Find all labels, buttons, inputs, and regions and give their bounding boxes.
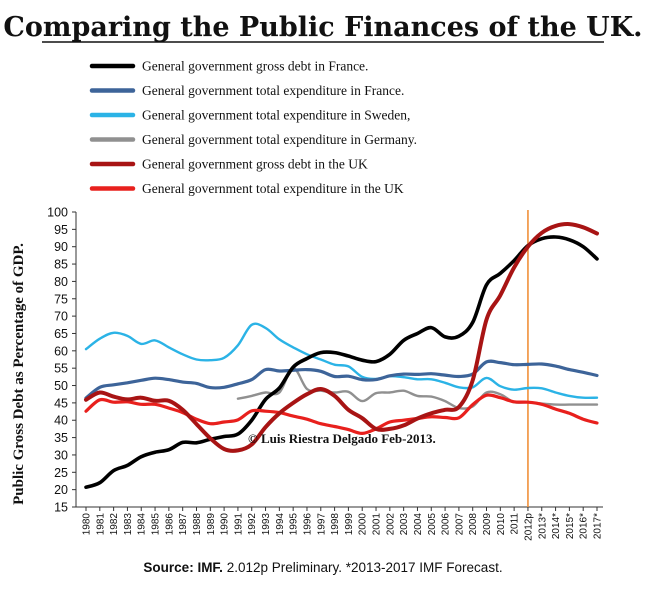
x-tick-label: 2006 [441, 513, 452, 536]
y-tick-label: 20 [54, 483, 68, 497]
x-tick-label: 1981 [95, 513, 106, 536]
x-tick-label: 1984 [137, 513, 148, 536]
y-tick-label: 100 [47, 206, 68, 220]
y-tick-label: 55 [54, 362, 68, 376]
x-tick-label: 2013* [537, 513, 548, 539]
x-tick-label: 2004 [413, 513, 424, 536]
legend: General government gross debt in France.… [89, 59, 417, 196]
x-tick-label: 2001 [372, 513, 383, 536]
x-tick-label: 1995 [289, 513, 300, 536]
series-line-6 [84, 393, 599, 435]
source-org: IMF. [197, 560, 223, 575]
y-axis-label: Public Gross Debt as Percentage of GDP. [11, 243, 27, 505]
x-tick-label: 1989 [206, 513, 217, 536]
x-tick-label: 2003 [399, 513, 410, 536]
y-tick-label: 15 [54, 501, 68, 515]
x-tick-label: 1994 [275, 513, 286, 536]
x-tick-label: 2005 [427, 513, 438, 536]
y-tick-label: 90 [54, 240, 68, 254]
y-tick-label: 80 [54, 275, 68, 289]
x-tick-label: 2007 [454, 513, 465, 536]
y-tick-label: 95 [54, 223, 68, 237]
y-tick-label: 45 [54, 396, 68, 410]
y-tick-label: 50 [54, 379, 68, 393]
x-tick-label: 1983 [123, 513, 134, 536]
legend-label-6: General government total expenditure in … [142, 181, 404, 196]
source-label: Source: [143, 560, 197, 575]
x-tick-label: 1988 [192, 513, 203, 536]
y-tick-label: 65 [54, 327, 68, 341]
legend-label-1: General government gross debt in France. [142, 59, 368, 74]
series-line-5 [84, 222, 599, 453]
y-tick-label: 70 [54, 310, 68, 324]
x-tick-label: 1991 [233, 513, 244, 536]
x-tick-label: 2011 [510, 513, 521, 535]
x-tick-label: 1997 [316, 513, 327, 536]
x-tick-label: 2009 [482, 513, 493, 536]
plot-area: 15 20 25 30 35 40 45 50 55 60 65 70 75 80 85 90 95 100 198… [47, 206, 603, 541]
series-line-1 [84, 235, 599, 489]
x-tick-label: 1980 [82, 513, 93, 536]
x-tick-label: 2014* [551, 513, 562, 539]
x-tick-label: 2012p [523, 513, 534, 541]
y-tick-label: 40 [54, 414, 68, 428]
x-tick-label: 1992 [247, 513, 258, 536]
legend-label-3: General government total expenditure in … [142, 108, 410, 123]
x-tick-label: 1993 [261, 513, 272, 536]
legend-label-5: General government gross debt in the UK [142, 157, 368, 172]
x-tick-label: 1985 [151, 513, 162, 536]
y-tick-label: 60 [54, 344, 68, 358]
y-tick-label: 30 [54, 448, 68, 462]
legend-label-2: General government total expenditure in … [142, 83, 404, 98]
x-tick-label: 2016* [579, 513, 590, 539]
source-note: Source: IMF. 2.012p Preliminary. *2013-2… [143, 560, 502, 575]
x-tick-label: 1982 [109, 513, 120, 536]
y-tick-label: 75 [54, 292, 68, 306]
x-tick-label: 2017* [593, 513, 604, 539]
x-tick-label: 1999 [344, 513, 355, 536]
y-tick-label: 35 [54, 431, 68, 445]
x-tick-label: 2010 [496, 513, 507, 536]
x-tick-label: 1990 [220, 513, 231, 536]
x-tick-label: 2002 [385, 513, 396, 536]
series-line-3 [84, 322, 599, 400]
x-tick-label: 1986 [164, 513, 175, 536]
x-tick-label: 2000 [358, 513, 369, 536]
y-tick-label: 25 [54, 466, 68, 480]
legend-label-4: General government total expenditure in … [142, 132, 417, 147]
source-rest: 2.012p Preliminary. *2013-2017 IMF Forec… [223, 560, 503, 575]
series-line-2 [84, 359, 599, 400]
x-tick-label: 2008 [468, 513, 479, 536]
x-tick-label: 1998 [330, 513, 341, 536]
y-tick-label: 85 [54, 258, 68, 272]
copyright-annotation: © Luis Riestra Delgado Feb-2013. [248, 431, 436, 446]
x-tick-label: 1996 [302, 513, 313, 536]
chart-title: Comparing the Public Finances of the UK. [3, 12, 642, 43]
x-tick-label: 2015* [565, 513, 576, 539]
x-tick-label: 1987 [178, 513, 189, 536]
